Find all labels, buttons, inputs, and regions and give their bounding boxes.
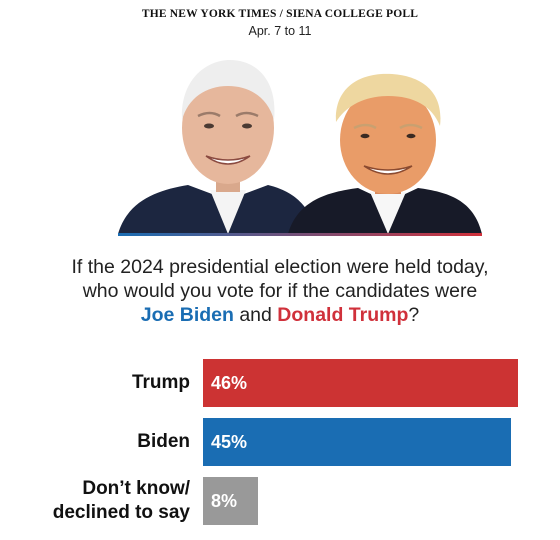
bar-label-line: Biden [137, 431, 190, 452]
bar-2: 8% [203, 477, 258, 525]
question-line-3: Joe Biden and Donald Trump? [40, 303, 520, 327]
question-connector: and [233, 304, 278, 326]
header: THE NEW YORK TIMES / SIENA COLLEGE POLL … [0, 8, 560, 38]
question-biden-name: Joe Biden [140, 304, 234, 326]
trump-portrait [288, 73, 482, 234]
biden-portrait [118, 60, 318, 234]
poll-dates: Apr. 7 to 11 [248, 24, 312, 38]
question-end: ? [408, 304, 420, 326]
bar-1: 45% [203, 418, 511, 466]
bar-value-label: 8% [211, 491, 238, 511]
question-line-2: who would you vote for if the candidates… [82, 280, 478, 302]
question-trump-name: Donald Trump [277, 304, 409, 326]
candidate-portraits [118, 60, 482, 236]
bar-value-label: 46% [211, 373, 248, 393]
bar-label-0: Trump [132, 371, 190, 395]
bar-label-line: Trump [131, 372, 190, 393]
poll-question: If the 2024 presidential election were h… [40, 255, 520, 327]
poll-source: THE NEW YORK TIMES / SIENA COLLEGE POLL [141, 8, 419, 20]
portrait-underline [118, 233, 482, 236]
bar-label-line: Don’t know/ [82, 478, 190, 499]
bar-value-label: 45% [211, 432, 248, 452]
bar-label-line: declined to say [52, 502, 190, 523]
bar-0: 46% [203, 359, 518, 407]
bar-label-2: Don’t know/declined to say [53, 477, 190, 525]
bar-label-1: Biden [137, 430, 190, 454]
question-line-1: If the 2024 presidential election were h… [71, 256, 489, 278]
